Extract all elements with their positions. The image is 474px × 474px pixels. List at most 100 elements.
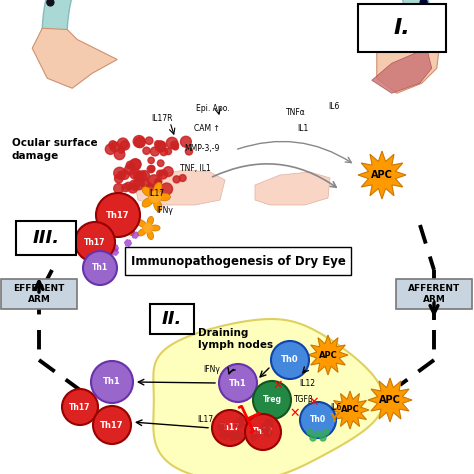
Circle shape (147, 165, 155, 173)
Circle shape (93, 406, 131, 444)
Circle shape (140, 171, 149, 180)
Circle shape (225, 370, 231, 376)
Ellipse shape (147, 230, 154, 239)
Circle shape (128, 183, 137, 193)
Polygon shape (331, 391, 369, 429)
Ellipse shape (116, 212, 127, 221)
Text: Th1: Th1 (103, 377, 121, 386)
Text: AFFERENT
ARM: AFFERENT ARM (408, 284, 460, 304)
FancyBboxPatch shape (358, 4, 446, 52)
Text: TGFβ: TGFβ (294, 395, 314, 404)
Text: EFFERENT
ARM: EFFERENT ARM (13, 284, 64, 304)
Circle shape (261, 423, 268, 430)
Circle shape (125, 164, 135, 175)
Circle shape (141, 180, 150, 188)
Circle shape (105, 144, 116, 155)
Circle shape (111, 248, 118, 255)
Circle shape (129, 180, 139, 190)
Circle shape (245, 414, 281, 450)
Circle shape (218, 425, 224, 431)
Ellipse shape (127, 224, 135, 236)
Text: IFNγ: IFNγ (203, 365, 220, 374)
Text: IFNγ: IFNγ (156, 206, 173, 215)
Polygon shape (358, 151, 406, 199)
Circle shape (91, 361, 133, 403)
Ellipse shape (154, 182, 162, 194)
Circle shape (47, 0, 54, 6)
Circle shape (220, 380, 228, 386)
Circle shape (300, 402, 336, 438)
Circle shape (235, 431, 243, 440)
Circle shape (161, 183, 173, 195)
Circle shape (133, 179, 144, 190)
Ellipse shape (142, 187, 153, 197)
Circle shape (118, 146, 125, 153)
Circle shape (135, 137, 145, 148)
FancyBboxPatch shape (396, 279, 472, 309)
Circle shape (307, 429, 313, 435)
Text: Th17: Th17 (219, 423, 241, 432)
Circle shape (150, 147, 159, 156)
Text: ✕: ✕ (309, 395, 319, 409)
Circle shape (220, 430, 229, 439)
Circle shape (179, 174, 186, 182)
Circle shape (245, 370, 252, 376)
Ellipse shape (158, 193, 170, 201)
Circle shape (252, 431, 259, 438)
Ellipse shape (127, 208, 135, 219)
Text: Th1: Th1 (92, 264, 108, 273)
Circle shape (248, 380, 255, 386)
Circle shape (144, 224, 152, 232)
Circle shape (148, 175, 160, 187)
Circle shape (120, 141, 129, 150)
Text: Treg: Treg (263, 395, 282, 404)
Text: ✕: ✕ (273, 379, 283, 392)
Circle shape (156, 141, 165, 150)
Circle shape (117, 171, 125, 180)
Circle shape (148, 157, 154, 164)
Text: MMP-3,-9: MMP-3,-9 (184, 144, 219, 153)
Circle shape (114, 167, 126, 179)
Circle shape (320, 435, 326, 441)
Circle shape (83, 251, 117, 285)
Circle shape (146, 183, 154, 191)
Polygon shape (308, 335, 348, 375)
Polygon shape (42, 0, 432, 35)
Text: IL17: IL17 (197, 416, 213, 425)
Circle shape (323, 429, 329, 435)
Ellipse shape (147, 217, 154, 226)
Circle shape (251, 435, 256, 440)
Circle shape (99, 239, 106, 246)
Circle shape (157, 160, 164, 166)
Circle shape (143, 147, 150, 155)
Text: Th17: Th17 (84, 237, 106, 246)
FancyBboxPatch shape (125, 247, 351, 275)
Circle shape (253, 381, 291, 419)
FancyBboxPatch shape (150, 304, 194, 334)
Text: Immunopathogenesis of Dry Eye: Immunopathogenesis of Dry Eye (130, 255, 346, 267)
Text: II.: II. (162, 310, 182, 328)
Text: IL17: IL17 (148, 189, 164, 198)
Circle shape (165, 148, 172, 155)
Circle shape (235, 419, 244, 428)
Circle shape (125, 182, 132, 190)
Circle shape (114, 149, 125, 160)
Ellipse shape (138, 228, 146, 236)
Circle shape (134, 171, 143, 181)
Circle shape (155, 141, 161, 147)
Circle shape (266, 422, 273, 428)
Circle shape (420, 0, 427, 6)
Circle shape (173, 176, 180, 183)
Circle shape (93, 221, 100, 228)
Text: ✕: ✕ (290, 407, 300, 419)
Text: IL12: IL12 (299, 379, 315, 388)
Text: CAM ↑: CAM ↑ (194, 124, 220, 133)
Circle shape (130, 169, 140, 179)
Text: Th17: Th17 (252, 428, 274, 437)
Circle shape (185, 148, 192, 155)
FancyBboxPatch shape (1, 279, 77, 309)
Circle shape (149, 165, 155, 172)
Circle shape (111, 245, 118, 252)
Polygon shape (32, 28, 117, 88)
Ellipse shape (131, 219, 142, 226)
